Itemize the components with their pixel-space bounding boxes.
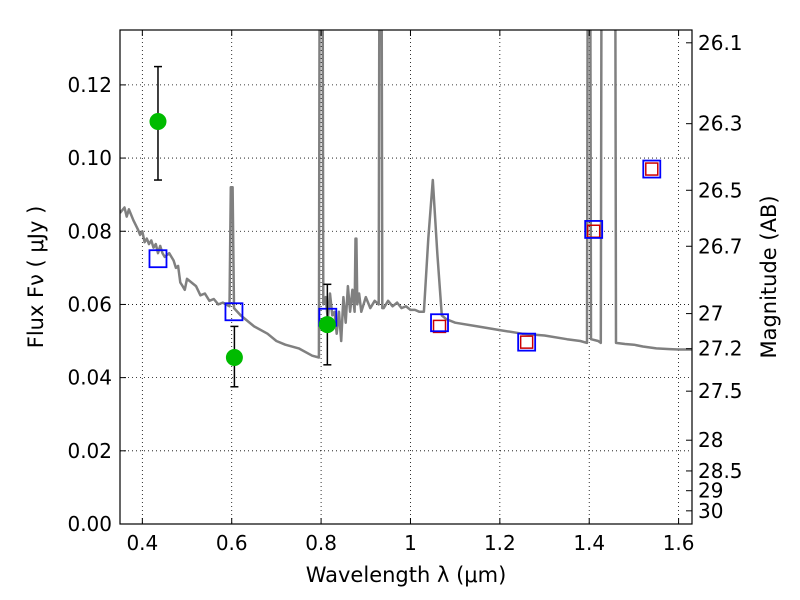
plot-area (120, 30, 692, 388)
x-tick-label: 0.6 (216, 531, 248, 555)
model-square-marker (584, 220, 604, 239)
right-tick-label: 28.5 (698, 459, 743, 483)
y-axis-ticks: 0.00 0.02 0.04 0.06 0.08 0.10 0.12 (67, 73, 126, 536)
observed-point (318, 316, 336, 334)
x-axis-label: Wavelength λ (μm) (306, 563, 507, 587)
inner-square-marker (432, 319, 447, 334)
right-tick-label: 29 (698, 479, 723, 503)
model-square-marker (430, 313, 449, 333)
y-tick-label: 0.04 (67, 366, 112, 390)
model-square-marker (642, 159, 662, 179)
y-tick-label: 0.12 (67, 73, 112, 97)
observed-point (149, 112, 167, 130)
right-tick-label: 26.7 (698, 234, 743, 258)
right-tick-label: 26.5 (698, 178, 743, 202)
x-tick-label: 1 (404, 531, 417, 555)
model-square-marker (224, 302, 244, 322)
right-axis-label: Magnitude (AB) (757, 195, 781, 358)
observed-point (225, 349, 243, 367)
right-tick-label: 30 (698, 499, 723, 523)
right-tick-label: 27 (698, 302, 723, 326)
right-tick-label: 26.3 (698, 112, 743, 136)
x-tick-label: 1.2 (484, 531, 516, 555)
y-tick-label: 0.10 (67, 146, 112, 170)
plot-frame (119, 29, 693, 525)
right-tick-label: 28 (698, 428, 723, 452)
x-tick-label: 0.4 (126, 531, 158, 555)
y-axis-label: Flux Fν ( μJy ) (24, 206, 48, 349)
y-tick-label: 0.02 (67, 439, 112, 463)
model-photometry (148, 159, 662, 352)
inner-square-marker (519, 335, 534, 349)
right-tick-label: 27.5 (698, 379, 743, 403)
y-tick-label: 0.08 (67, 219, 112, 243)
x-tick-label: 1.6 (663, 531, 695, 555)
y-tick-label: 0.06 (67, 292, 112, 316)
model-square-marker (148, 249, 168, 269)
observed-photometry (149, 65, 336, 388)
model-square-marker (517, 332, 537, 352)
right-tick-label: 27.2 (698, 337, 743, 361)
inner-square-marker (645, 162, 659, 176)
right-tick-label: 26.1 (698, 31, 743, 55)
x-tick-label: 1.4 (573, 531, 605, 555)
y-tick-label: 0.00 (67, 512, 112, 536)
x-tick-label: 0.8 (305, 531, 337, 555)
x-axis-ticks: 0.4 0.6 0.8 1 1.2 1.4 1.6 (126, 30, 695, 555)
